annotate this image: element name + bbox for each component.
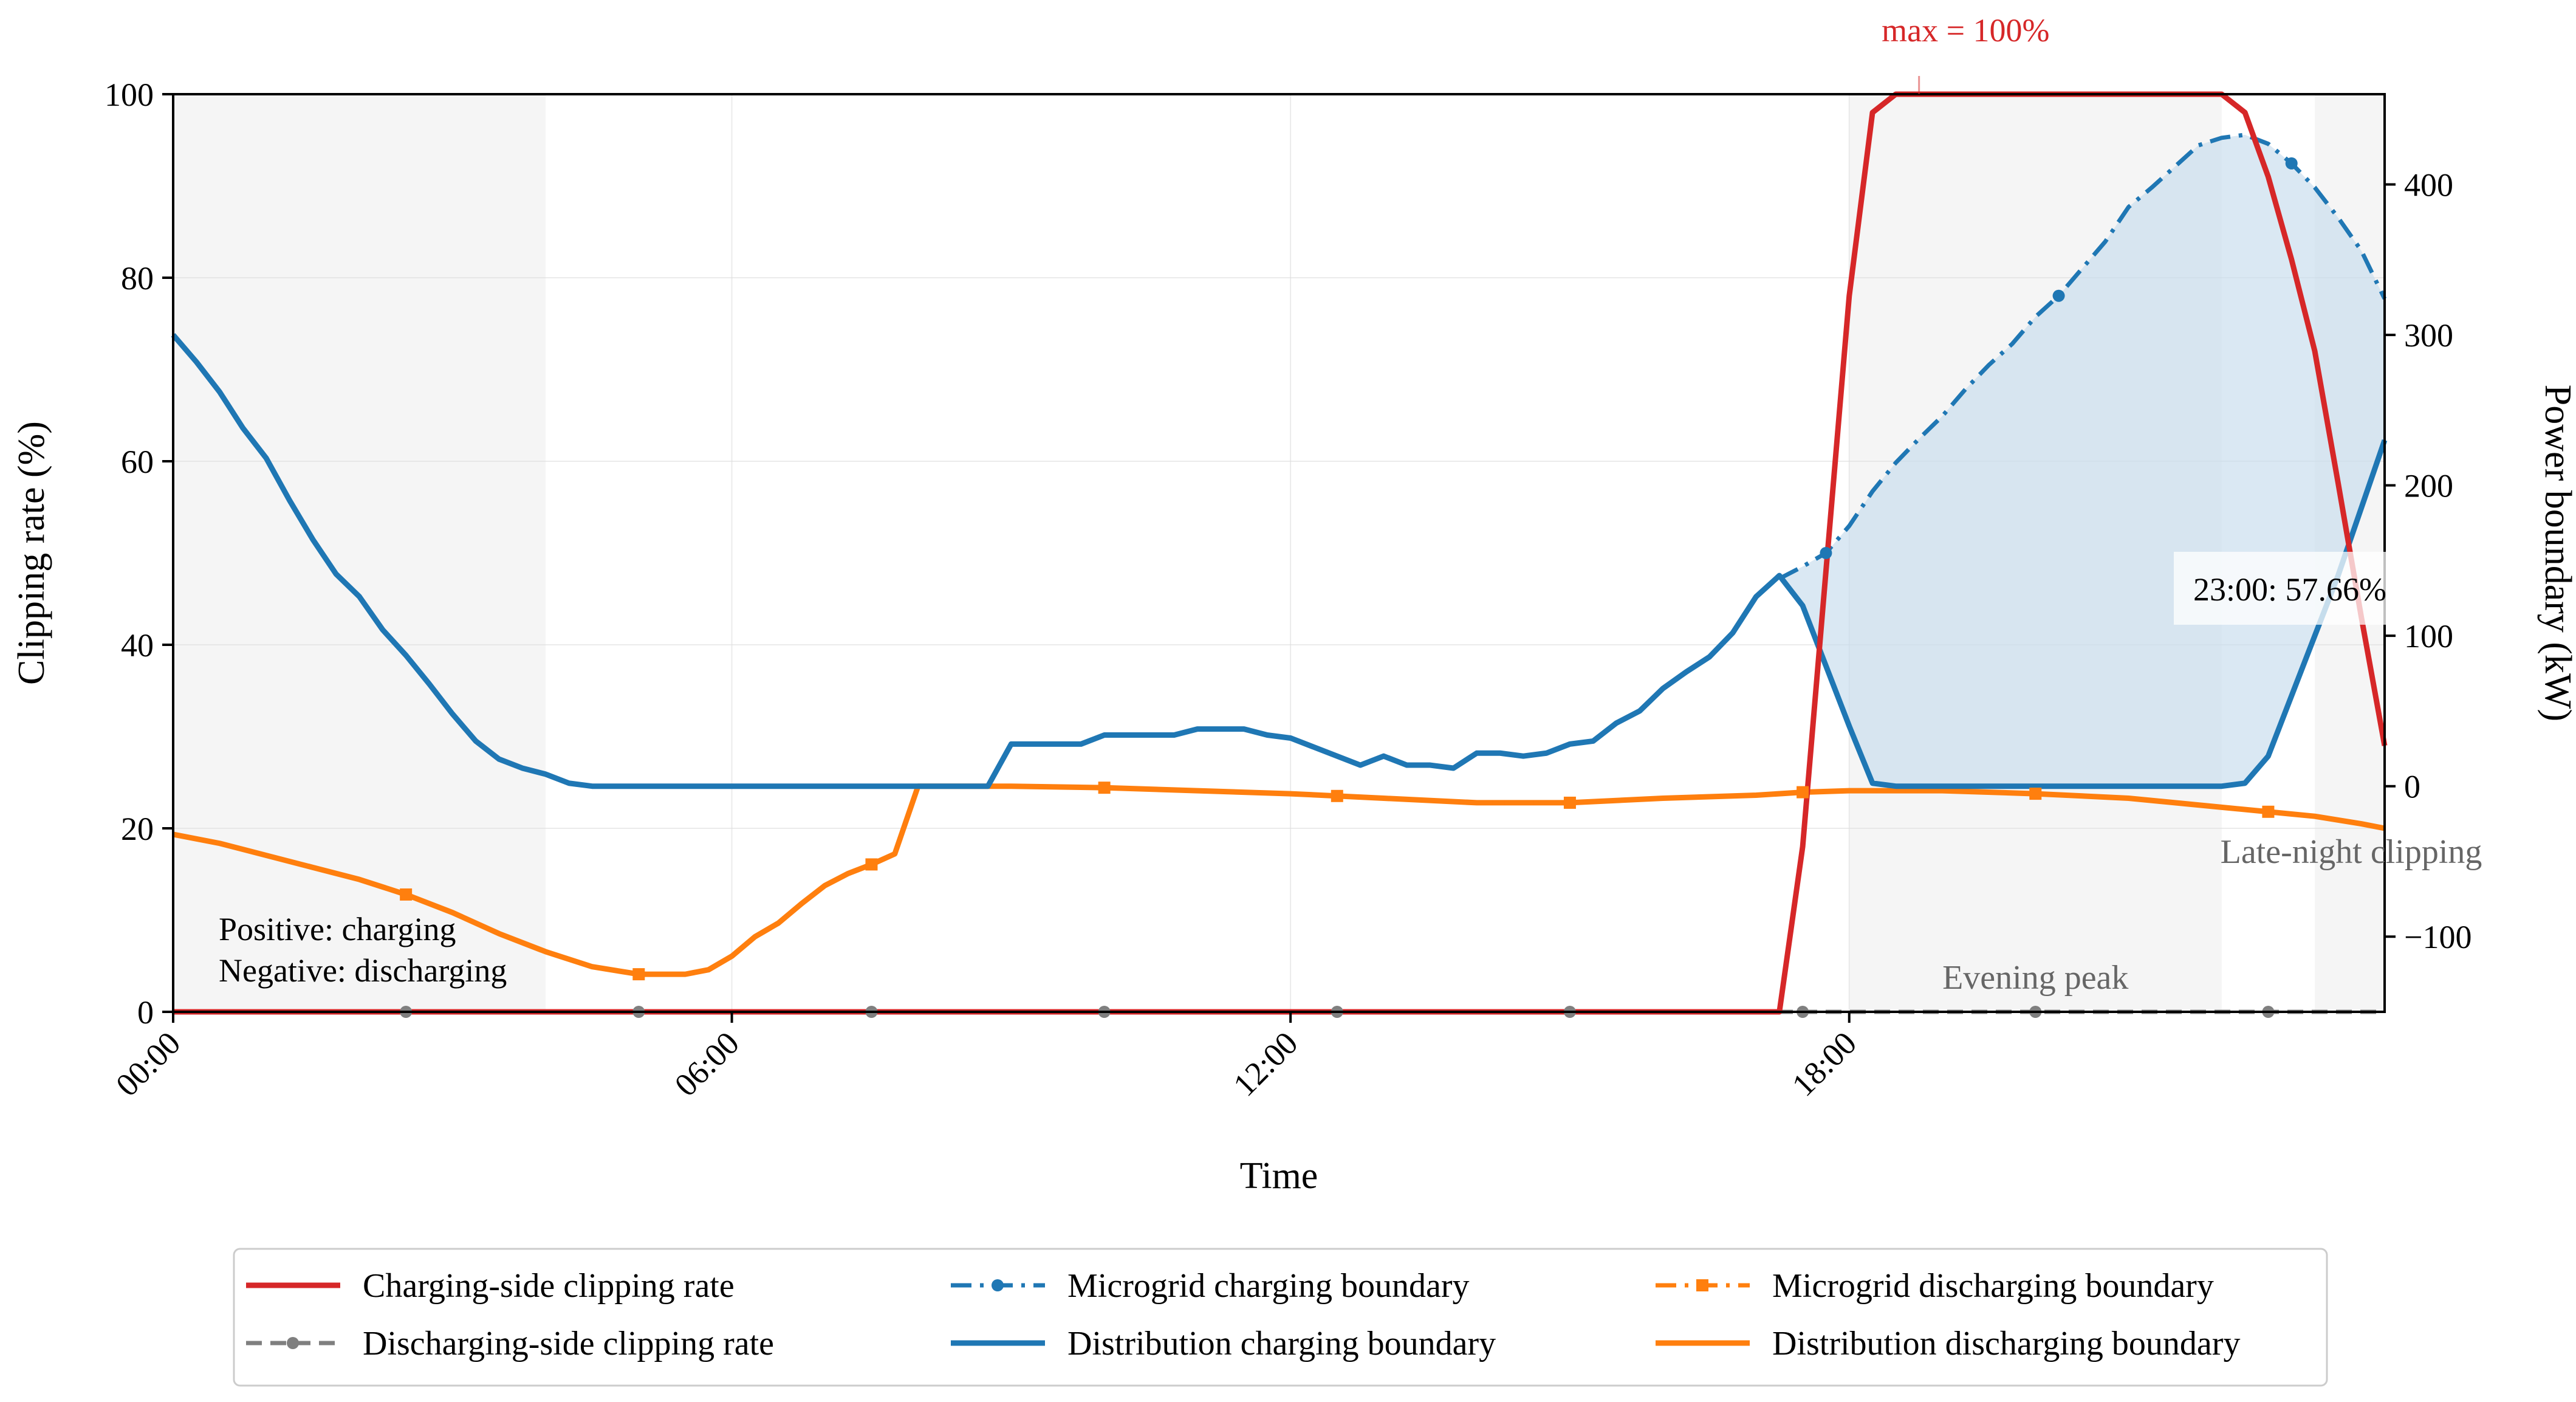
legend-label-distribution-discharging-boundary: Distribution discharging boundary [1772,1325,2240,1362]
microgrid-charging-boundary-marker [2285,157,2298,170]
y-axis-left-title: Clipping rate (%) [11,421,52,685]
y-right-tick-label: −100 [2404,919,2472,955]
x-tick-label: 00:00 [109,1025,187,1103]
y-right-tick-label: 400 [2404,167,2453,204]
microgrid-discharging-boundary-marker [2029,788,2042,800]
y-left-tick-label: 0 [137,994,154,1031]
microgrid-discharging-boundary-marker [400,888,413,901]
x-axis-title: Time [1240,1155,1318,1197]
microgrid-discharging-boundary-line [173,784,2385,977]
y-right-tick-label: 200 [2404,468,2453,504]
legend-marker [1696,1279,1708,1291]
y-left-tick-label: 100 [104,77,154,113]
legend-label-microgrid-discharging-boundary: Microgrid discharging boundary [1772,1267,2214,1305]
legend-marker [992,1279,1004,1291]
microgrid-discharging-boundary-marker [632,968,645,981]
legend: Charging-side clipping rate Discharging-s… [233,1248,2328,1387]
negative-note: Negative: discharging [219,952,507,989]
legend-label-charging-side-clipping-rate: Charging-side clipping rate [363,1267,735,1305]
microgrid-charging-boundary-line [1778,132,2387,581]
microgrid-charging-boundary-marker [2052,289,2065,302]
distribution-charging-boundary-line [171,333,2388,789]
evening-peak-label: Evening peak [1942,959,2128,997]
shaded-region-0 [173,94,546,1012]
y-right-tick-label: 300 [2404,317,2453,354]
late-night-clipping-label: Late-night clipping [2221,833,2482,871]
legend-label-discharging-side-clipping-rate: Discharging-side clipping rate [363,1325,774,1362]
microgrid-charging-boundary-marker [1820,547,1832,559]
microgrid-discharging-boundary-marker [865,858,878,871]
legend-marker [287,1337,299,1349]
microgrid-discharging-boundary-marker [1098,782,1111,794]
y-left-tick-label: 20 [121,811,154,847]
value-annotation-box [2174,552,2417,625]
microgrid-discharging-boundary-marker [1563,796,1576,809]
value-annotation: 23:00: 57.66% [2193,571,2386,608]
legend-box [233,1248,2328,1387]
microgrid-discharging-boundary-marker [1331,789,1343,802]
positive-note: Positive: charging [219,911,456,947]
max-annotation: max = 100% [1882,12,2049,49]
y-left-tick-label: 60 [121,444,154,480]
y-right-tick-label: 0 [2404,769,2420,805]
legend-label-distribution-charging-boundary: Distribution charging boundary [1067,1325,1496,1362]
legend-label-microgrid-charging-boundary: Microgrid charging boundary [1067,1267,1469,1305]
x-tick-label: 06:00 [668,1025,746,1103]
y-left-tick-label: 80 [121,260,154,297]
microgrid-discharging-boundary-marker [1797,786,1809,799]
y-axis-right-title: Power boundary (kW) [2537,385,2576,721]
x-tick-label: 12:00 [1226,1025,1304,1103]
microgrid-discharging-boundary-marker [2262,805,2275,818]
x-tick-label: 18:00 [1785,1025,1863,1103]
y-left-tick-label: 40 [121,627,154,664]
